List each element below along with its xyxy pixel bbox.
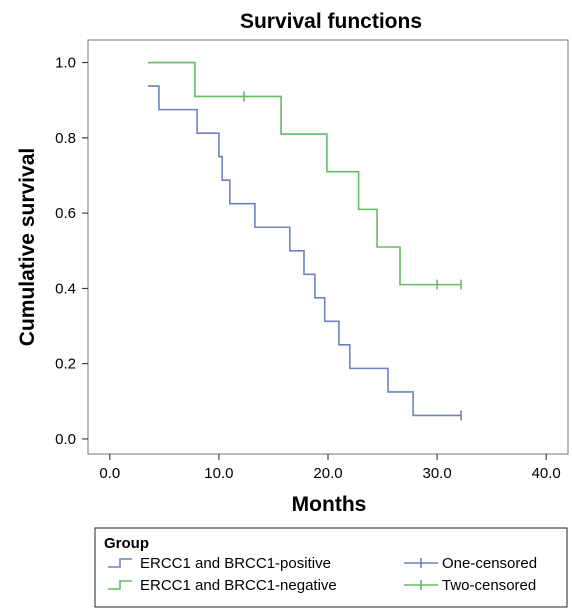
legend-box [94,527,568,608]
y-axis-label: Cumulative survival [16,148,39,346]
y-tick-label: 0.6 [55,205,76,222]
y-tick-label: 0.8 [55,130,76,147]
legend-label: Two-censored [442,577,536,594]
legend: Group ERCC1 and BRCC1-positive One-censor… [94,527,568,608]
legend-label: ERCC1 and BRCC1-negative [140,577,337,594]
legend-line-swatch [108,558,132,568]
x-tick-label: 0.0 [99,465,120,482]
x-axis-label: Months [292,493,367,516]
x-tick-label: 30.0 [422,465,451,482]
survival-curve-1 [148,85,462,417]
legend-title: Group [104,535,149,552]
chart-title: Survival functions [240,10,422,33]
legend-line-swatch [108,580,132,590]
series-layer [148,61,462,421]
y-tick-label: 0.2 [55,356,76,373]
x-tick-label: 20.0 [313,465,342,482]
y-tick-label: 0.0 [55,431,76,448]
legend-label: ERCC1 and BRCC1-positive [140,555,331,572]
y-tick-label: 1.0 [55,55,76,72]
x-tick-label: 40.0 [532,465,561,482]
y-tick-label: 0.4 [55,280,76,297]
y-axis: 0.0 0.2 0.4 0.6 0.8 1.0 [55,55,88,448]
legend-label: One-censored [442,555,537,572]
x-axis: 0.0 10.0 20.0 30.0 40.0 [99,454,561,482]
survival-curve-2 [148,61,462,286]
legend-items: ERCC1 and BRCC1-positive One-censored ERCC… [108,555,537,594]
plot-area [87,39,569,455]
x-tick-label: 10.0 [204,465,233,482]
